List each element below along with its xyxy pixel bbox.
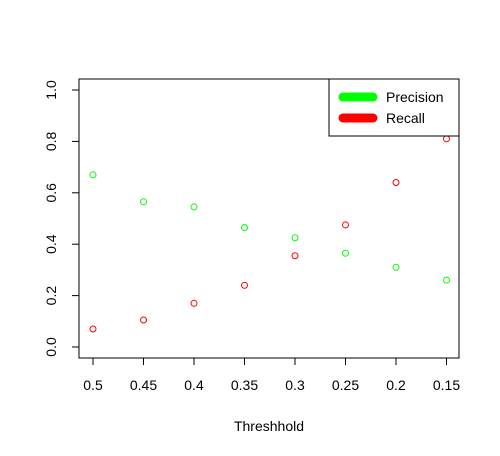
x-tick-label: 0.2 bbox=[386, 377, 406, 393]
recall-point bbox=[443, 135, 450, 143]
x-axis: 0.5 0.45 0.4 0.35 0.3 0.25 0.2 0.15 bbox=[83, 357, 460, 393]
precision-point bbox=[443, 276, 450, 284]
precision-point bbox=[140, 198, 147, 206]
x-tick-label: 0.4 bbox=[184, 377, 204, 393]
recall-point bbox=[190, 299, 198, 307]
y-tick-label: 0.8 bbox=[43, 131, 59, 151]
precision-point bbox=[342, 249, 349, 257]
recall-point bbox=[291, 252, 299, 260]
y-tick-label: 0.0 bbox=[43, 337, 59, 357]
recall-point bbox=[392, 179, 400, 187]
recall-point bbox=[89, 325, 97, 333]
x-axis-title: Threshhold bbox=[234, 418, 304, 434]
x-tick-label: 0.15 bbox=[433, 377, 460, 393]
recall-legend-label: Recall bbox=[386, 110, 425, 126]
precision-point bbox=[241, 223, 248, 231]
recall-point bbox=[140, 316, 147, 324]
x-tick-label: 0.35 bbox=[231, 377, 258, 393]
x-tick-label: 0.45 bbox=[130, 377, 157, 393]
precision-point bbox=[89, 171, 97, 179]
x-tick-label: 0.3 bbox=[285, 377, 305, 393]
y-tick-label: 0.4 bbox=[43, 234, 59, 254]
data-points bbox=[89, 135, 450, 333]
recall-point bbox=[241, 281, 248, 289]
x-tick-label: 0.25 bbox=[332, 377, 359, 393]
legend: Precision Recall bbox=[328, 78, 460, 137]
y-tick-label: 1.0 bbox=[43, 80, 59, 100]
y-tick-label: 0.2 bbox=[43, 286, 59, 306]
precision-point bbox=[392, 263, 400, 271]
precision-legend-label: Precision bbox=[386, 89, 444, 105]
recall-point bbox=[342, 221, 349, 229]
y-tick-label: 0.6 bbox=[43, 183, 59, 203]
x-tick-label: 0.5 bbox=[83, 377, 103, 393]
y-axis: 0.0 0.2 0.4 0.6 0.8 1.0 bbox=[43, 80, 80, 357]
precision-point bbox=[190, 203, 198, 211]
legend-box bbox=[328, 78, 460, 137]
precision-point bbox=[291, 234, 299, 242]
